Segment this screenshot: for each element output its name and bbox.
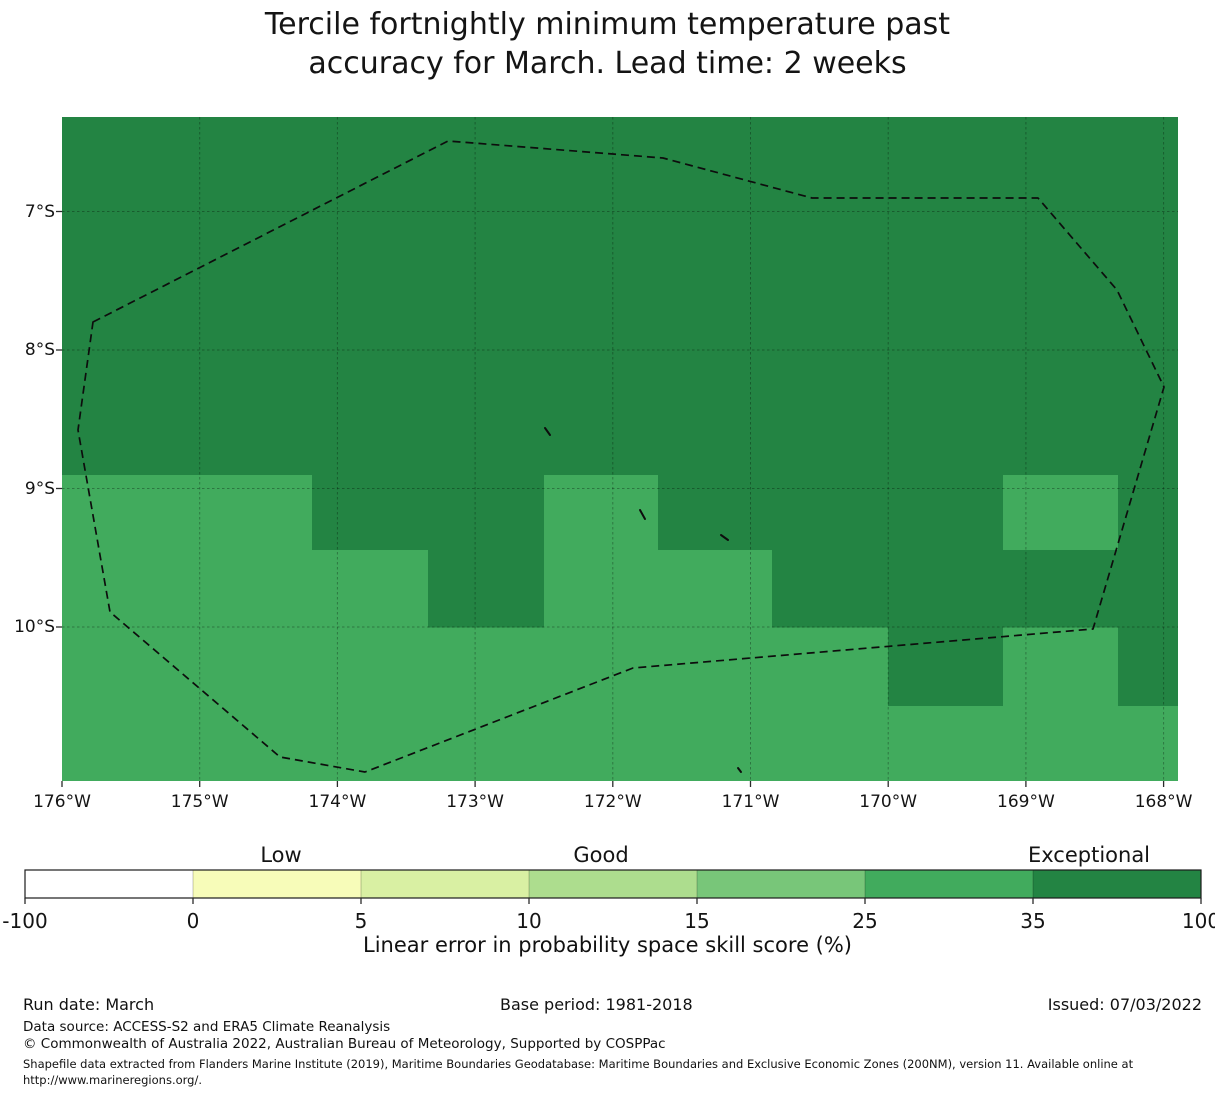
colorbar-outline [24,869,1202,899]
colorbar [24,869,1202,904]
island-mark [720,534,729,541]
map-skill-cell [62,475,312,550]
run-date-text: Run date: March [23,995,155,1014]
x-axis-label: 174°W [308,792,367,812]
colorbar-tick-label: 10 [516,909,542,933]
colorbar-segment [865,870,1033,898]
colorbar-tick-label: 15 [684,909,710,933]
colorbar-tick-label: 35 [1020,909,1046,933]
island-mark [737,767,742,773]
issued-date-text: Issued: 07/03/2022 [1047,995,1202,1014]
chart-title: Tercile fortnightly minimum temperature … [0,6,1215,83]
x-axis-label: 169°W [997,792,1055,812]
colorbar-tick-label: 0 [186,909,200,933]
y-axis-label: 8°S [24,340,55,360]
x-axis-label: 168°W [1134,792,1193,812]
data-source-text: Data source: ACCESS-S2 and ERA5 Climate … [23,1019,391,1035]
map-skill-cell [62,627,888,706]
colorbar-segment [1033,870,1201,898]
x-axis-label: 175°W [170,792,229,812]
island-mark [639,509,646,520]
colorbar-segment [529,870,697,898]
y-axis-label: 10°S [14,617,55,637]
colorbar-tick-label: 5 [354,909,368,933]
colorbar-segment [697,870,865,898]
shapefile-url-text: http://www.marineregions.org/. [23,1073,202,1087]
map-skill-cell [1003,627,1118,706]
x-axis-label: 170°W [859,792,918,812]
colorbar-category-label: Low [260,843,302,867]
map-skill-cell [62,706,1178,781]
colorbar-category-label: Good [573,843,629,867]
colorbar-tick-label: 25 [852,909,878,933]
copyright-text: © Commonwealth of Australia 2022, Austra… [23,1036,666,1052]
y-axis-label: 7°S [24,201,55,222]
colorbar-tick-label: 100 [1181,909,1215,933]
colorbar-category-label: Exceptional [1027,843,1151,867]
chart-title-line2: accuracy for March. Lead time: 2 weeks [308,45,907,81]
x-axis-label: 176°W [33,792,91,812]
x-axis-label: 171°W [721,792,780,812]
colorbar-segment [193,870,361,898]
map-skill-cell [62,550,428,628]
colorbar-segment [25,870,193,898]
eez-boundary-line [77,140,1165,773]
island-mark [544,427,551,436]
y-axis-label: 9°S [24,478,55,499]
map-skill-cell [544,475,658,550]
chart-title-line1: Tercile fortnightly minimum temperature … [264,7,951,42]
colorbar-title: Linear error in probability space skill … [363,933,852,957]
skill-score-map [56,117,1178,787]
x-axis-label: 172°W [583,792,642,812]
base-period-text: Base period: 1981-2018 [500,995,693,1014]
shapefile-note-text: Shapefile data extracted from Flanders M… [23,1057,1134,1071]
colorbar-segment [361,870,529,898]
x-axis-label: 173°W [446,792,504,812]
map-skill-cell [544,550,772,628]
colorbar-tick-label: -100 [2,909,48,933]
map-skill-cell [1003,475,1118,550]
